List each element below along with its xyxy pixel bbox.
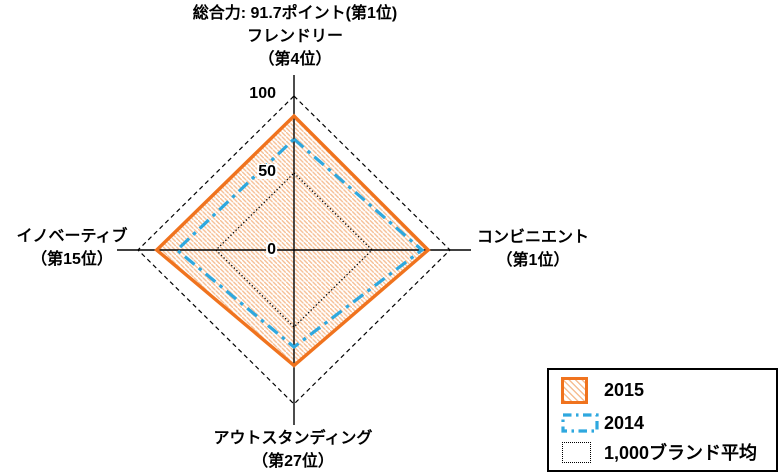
legend: 2015 2014 1,000ブランド平均 [547, 368, 778, 472]
legend-swatch-2014-rect [561, 412, 599, 433]
legend-label-brand-average: 1,000ブランド平均 [604, 442, 758, 463]
axis-label-left-block: イノベーティブ （第15位） [16, 225, 127, 271]
legend-item-2015: 2015 [559, 376, 772, 404]
series-2015-outline [154, 113, 431, 368]
legend-swatch-wrap [559, 411, 604, 435]
axis-rank-bottom: （第27位） [252, 453, 334, 470]
axis-rank-right: （第1位） [496, 252, 570, 269]
legend-swatch-2014-dashdot-box [561, 412, 599, 433]
axis-label-left: イノベーティブ [16, 228, 128, 245]
series-average-outline [215, 172, 373, 328]
gridline-100-diamond [137, 95, 451, 405]
axis-label-top: フレンドリー [246, 28, 344, 45]
chart-header: 総合力: 91.7ポイント(第1位) フレンドリー （第4位） [193, 2, 397, 71]
axis-label-right-block: コンビニエント （第1位） [477, 226, 589, 272]
axis-rank-top: （第4位） [258, 51, 332, 68]
legend-label-2014: 2014 [604, 412, 645, 433]
legend-label-2015: 2015 [604, 380, 645, 400]
axis-label-bottom: アウトスタンディング [213, 430, 373, 447]
axis-label-right: コンビニエント [476, 229, 590, 246]
tick-label-100: 100 [248, 85, 277, 102]
legend-item-brand-average: 1,000ブランド平均 [559, 442, 772, 464]
legend-item-2014: 2014 [559, 411, 772, 435]
legend-swatch-2015-hatched-box [561, 376, 588, 404]
axis-label-bottom-block: アウトスタンディング （第27位） [214, 427, 373, 473]
axis-rank-left: （第15位） [31, 251, 113, 268]
tick-label-50: 50 [257, 163, 277, 180]
legend-swatch-average-dotted-box [562, 442, 591, 463]
legend-swatch-wrap [559, 376, 604, 404]
series-2014-outline [174, 136, 425, 350]
legend-swatch-wrap [559, 442, 604, 463]
tick-label-0: 0 [266, 241, 277, 258]
series-2015-area [156, 116, 429, 366]
chart-title: 総合力: 91.7ポイント(第1位) [192, 5, 398, 22]
